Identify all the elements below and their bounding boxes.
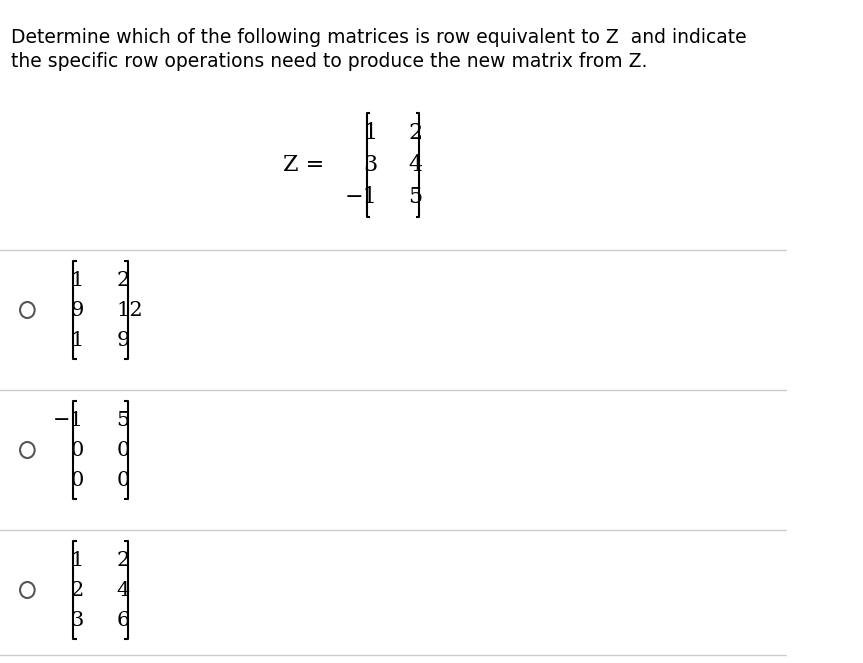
Text: −1: −1 — [53, 410, 84, 430]
Text: 1: 1 — [363, 122, 377, 144]
Text: 2: 2 — [71, 581, 84, 599]
Text: the specific row operations need to produce the new matrix from Z.: the specific row operations need to prod… — [11, 52, 647, 71]
Text: 12: 12 — [117, 300, 143, 320]
Text: 6: 6 — [117, 611, 130, 629]
Text: 1: 1 — [71, 271, 84, 290]
Text: 2: 2 — [117, 550, 130, 570]
Text: 0: 0 — [71, 471, 84, 489]
Text: Z =: Z = — [283, 154, 324, 176]
Text: 1: 1 — [71, 330, 84, 349]
Text: 4: 4 — [117, 581, 130, 599]
Text: 5: 5 — [117, 410, 130, 430]
Text: 1: 1 — [71, 550, 84, 570]
Text: 9: 9 — [71, 300, 84, 320]
Text: 5: 5 — [408, 186, 423, 208]
Text: 3: 3 — [363, 154, 377, 176]
Text: 2: 2 — [408, 122, 423, 144]
Text: −1: −1 — [344, 186, 377, 208]
Text: 4: 4 — [408, 154, 423, 176]
Text: 0: 0 — [117, 471, 130, 489]
Text: 2: 2 — [117, 271, 130, 290]
Text: 9: 9 — [117, 330, 130, 349]
Text: Determine which of the following matrices is row equivalent to Z  and indicate: Determine which of the following matrice… — [11, 28, 746, 47]
Text: 0: 0 — [71, 440, 84, 459]
Text: 0: 0 — [117, 440, 130, 459]
Text: 3: 3 — [71, 611, 84, 629]
